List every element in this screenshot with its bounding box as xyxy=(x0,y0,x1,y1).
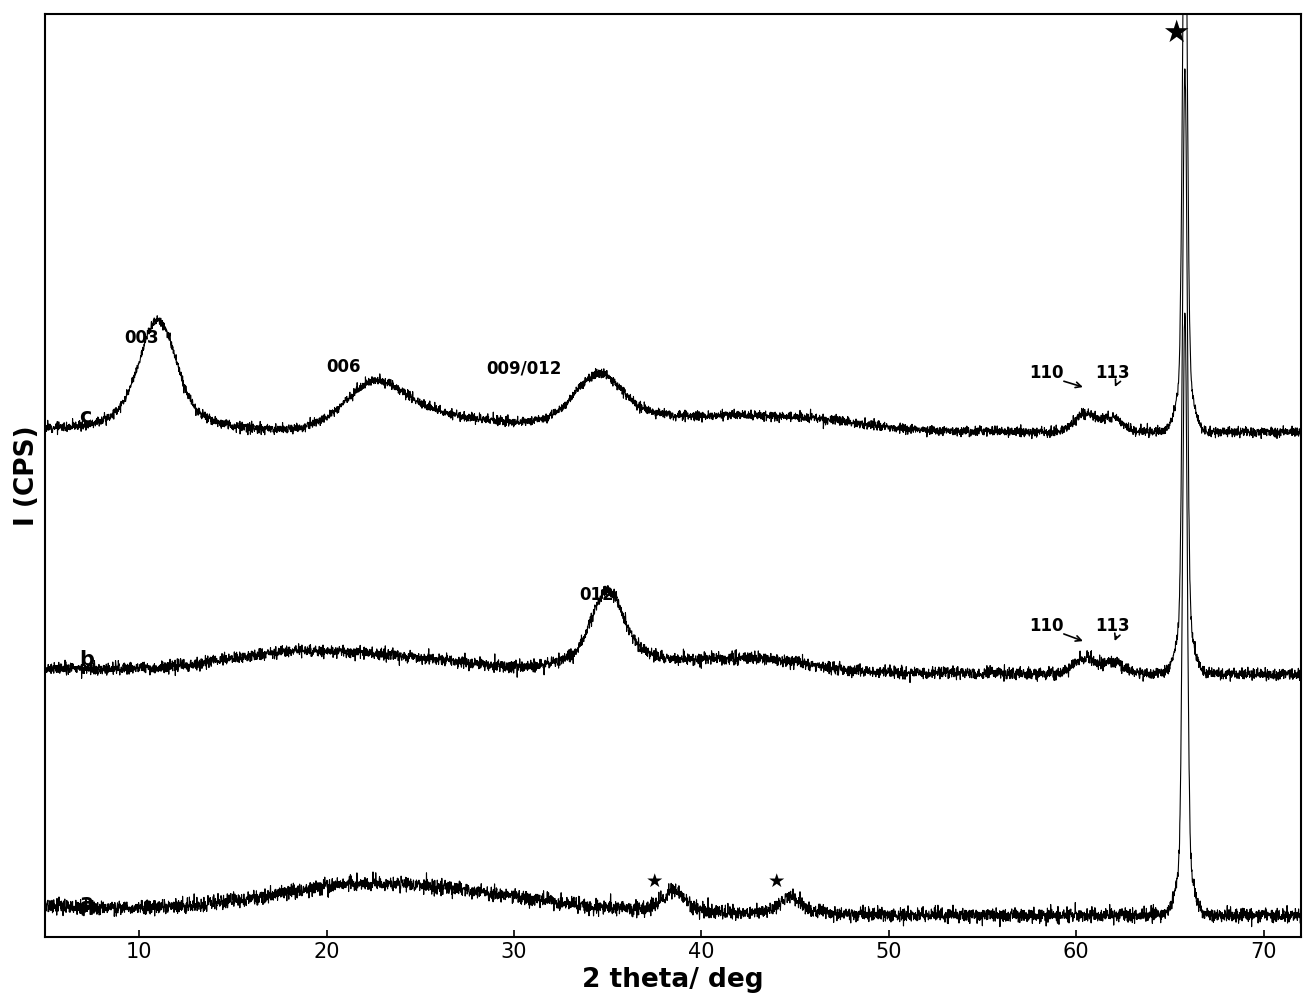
Text: ★: ★ xyxy=(768,872,785,891)
Text: a: a xyxy=(79,893,93,913)
Text: 110: 110 xyxy=(1030,616,1064,634)
Y-axis label: I (CPS): I (CPS) xyxy=(14,425,39,526)
Text: b: b xyxy=(79,651,95,671)
Text: 009/012: 009/012 xyxy=(485,359,562,378)
Text: c: c xyxy=(79,408,92,428)
Text: ★: ★ xyxy=(1162,19,1189,47)
X-axis label: 2 theta/ deg: 2 theta/ deg xyxy=(583,967,764,993)
Text: 006: 006 xyxy=(326,357,362,376)
Text: 110: 110 xyxy=(1030,365,1064,382)
Text: 012: 012 xyxy=(580,586,614,604)
Text: 113: 113 xyxy=(1095,365,1130,382)
Text: 003: 003 xyxy=(124,328,159,346)
Text: 113: 113 xyxy=(1095,616,1130,634)
Text: ★: ★ xyxy=(646,872,663,891)
